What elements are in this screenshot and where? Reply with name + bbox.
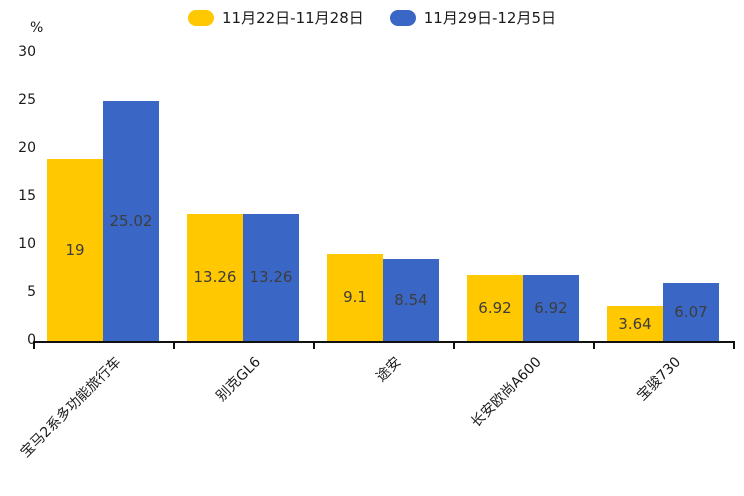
legend: 11月22日-11月28日 11月29日-12月5日 bbox=[0, 8, 744, 28]
x-axis-category-label: 途安 bbox=[373, 354, 405, 386]
x-axis-tick bbox=[173, 341, 175, 349]
bar-week2-0: 25.02 bbox=[103, 100, 159, 341]
bar-value-label: 19 bbox=[65, 240, 85, 259]
x-axis-tick bbox=[593, 341, 595, 349]
legend-color-swatch-icon bbox=[188, 10, 214, 26]
x-axis-tick bbox=[313, 341, 315, 349]
y-axis-tick-label: 10 bbox=[18, 236, 36, 252]
legend-item[interactable]: 11月29日-12月5日 bbox=[389, 8, 556, 28]
x-axis-category-label: 别克GL6 bbox=[213, 354, 265, 405]
bar-week2-4: 6.07 bbox=[663, 282, 719, 341]
bar-week1-2: 9.1 bbox=[327, 253, 383, 341]
y-axis-tick-label: 25 bbox=[18, 92, 36, 108]
bar-week1-3: 6.92 bbox=[467, 274, 523, 341]
x-axis-tick bbox=[453, 341, 455, 349]
y-axis-tick-label: 0 bbox=[27, 332, 36, 348]
bar-value-label: 8.54 bbox=[394, 291, 428, 309]
bar-value-label: 3.64 bbox=[618, 314, 652, 333]
bar-value-label: 13.26 bbox=[249, 268, 293, 287]
x-axis-tick bbox=[33, 341, 35, 349]
bar-value-label: 6.07 bbox=[674, 302, 708, 321]
legend-color-swatch-icon bbox=[389, 10, 416, 26]
bar-value-label: 6.92 bbox=[478, 298, 512, 317]
x-axis-line bbox=[33, 341, 735, 343]
y-axis-tick-label: 15 bbox=[18, 188, 36, 204]
y-axis-tick-label: 5 bbox=[27, 284, 36, 300]
legend-item[interactable]: 11月22日-11月28日 bbox=[188, 8, 364, 28]
bar-week1-0: 19 bbox=[47, 158, 103, 341]
x-axis-category-label: 长安欧尚A600 bbox=[467, 354, 545, 431]
x-axis-category-label: 宝骏730 bbox=[634, 354, 685, 405]
bar-value-label: 13.26 bbox=[193, 268, 237, 287]
bar-week2-3: 6.92 bbox=[523, 274, 579, 341]
bar-value-label: 25.02 bbox=[109, 211, 153, 230]
bar-week2-1: 13.26 bbox=[243, 213, 299, 341]
x-axis-category-label: 宝马2系多功能旅行车 bbox=[17, 354, 125, 461]
legend-label: 11月29日-12月5日 bbox=[423, 9, 556, 27]
y-axis-tick-label: 30 bbox=[18, 44, 36, 60]
bar-value-label: 6.92 bbox=[534, 298, 568, 317]
bar-value-label: 9.1 bbox=[343, 288, 367, 307]
y-axis-unit-label: % bbox=[30, 20, 44, 36]
legend-label: 11月22日-11月28日 bbox=[222, 9, 364, 27]
bar-week1-4: 3.64 bbox=[607, 306, 663, 341]
x-axis-tick bbox=[733, 341, 735, 349]
y-axis-tick-label: 20 bbox=[18, 140, 36, 156]
bar-week2-2: 8.54 bbox=[383, 259, 439, 341]
bar-week1-1: 13.26 bbox=[187, 213, 243, 341]
